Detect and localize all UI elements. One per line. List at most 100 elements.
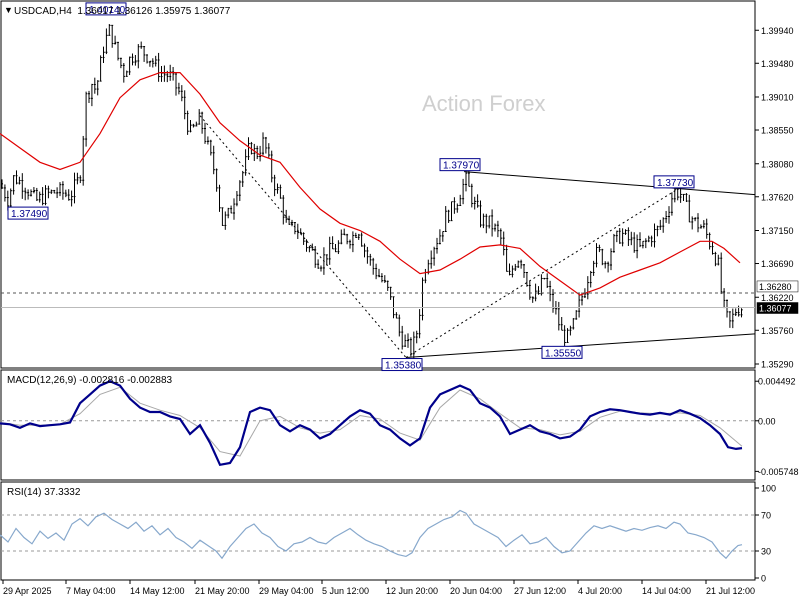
price-candle	[24, 187, 27, 201]
price-candle	[70, 190, 73, 207]
price-label-box	[439, 158, 481, 172]
price-candle	[41, 187, 44, 206]
price-candle	[699, 224, 703, 229]
price-candle	[12, 175, 15, 195]
macd-panel-title: MACD(12,26,9) -0.002816 -0.002883	[7, 375, 173, 386]
price-candle	[99, 55, 102, 82]
price-candle	[328, 236, 331, 265]
price-candle	[131, 53, 134, 66]
price-candle	[209, 139, 213, 156]
price-candle	[653, 223, 656, 248]
price-candle	[96, 80, 99, 96]
price-candle	[308, 245, 311, 253]
price-candle	[430, 250, 433, 269]
price-candle	[73, 172, 76, 204]
price-candle	[697, 213, 700, 233]
price-candle	[56, 187, 59, 199]
trendline	[405, 333, 756, 359]
time-tick-label: 14 May 12:00	[130, 586, 185, 596]
price-candle	[488, 215, 491, 229]
price-candle	[317, 259, 320, 269]
price-candle	[624, 229, 627, 235]
price-candle	[262, 132, 265, 156]
price-candle	[331, 236, 334, 250]
price-candle	[117, 41, 120, 61]
price-candle	[595, 243, 598, 268]
price-candle	[508, 263, 511, 276]
price-candle	[470, 183, 474, 208]
price-candle	[630, 231, 633, 246]
price-candle	[473, 196, 476, 210]
price-candle	[491, 209, 494, 237]
price-y-tick-label: 1.35290	[761, 360, 794, 370]
price-candle	[88, 90, 91, 103]
price-candle	[520, 259, 523, 269]
price-candle	[540, 274, 543, 296]
price-candle	[723, 288, 726, 309]
price-candle	[259, 145, 262, 162]
price-candle	[485, 213, 488, 234]
price-candle	[218, 184, 221, 212]
price-candle	[380, 273, 384, 283]
price-y-tick-label: 1.39010	[761, 93, 794, 103]
price-candle	[212, 145, 215, 175]
price-candle	[604, 261, 607, 269]
price-candle	[450, 201, 453, 222]
time-tick-label: 7 May 04:00	[66, 586, 116, 596]
price-candle	[476, 194, 479, 208]
price-candle	[293, 222, 297, 235]
price-candle	[389, 286, 392, 300]
price-candle	[221, 207, 224, 226]
price-candle	[325, 254, 329, 266]
price-candle	[148, 60, 152, 67]
time-tick-label: 21 Jul 12:00	[706, 586, 755, 596]
rsi-y-tick-label: 70	[761, 511, 771, 521]
price-candle	[143, 45, 146, 62]
price-label: 1.35380	[381, 358, 423, 372]
price-candle	[383, 275, 387, 283]
price-candle	[705, 218, 708, 239]
price-candle	[233, 198, 236, 220]
price-candle	[61, 181, 65, 200]
price-candle	[456, 203, 459, 213]
chart-frames	[0, 0, 756, 581]
price-candle	[572, 318, 575, 330]
price-candle	[479, 200, 482, 228]
price-candle	[401, 325, 404, 350]
price-candle	[740, 308, 743, 318]
rsi-line	[0, 509, 743, 560]
price-candle	[128, 56, 131, 76]
price-candle	[183, 90, 186, 120]
price-candle	[351, 231, 355, 253]
price-candle	[108, 24, 111, 36]
price-label: 1.35550	[541, 345, 583, 359]
price-label-text: 1.35380	[385, 361, 422, 372]
price-candle	[285, 209, 288, 223]
price-y-tick-label: 1.39940	[761, 26, 794, 36]
price-label-box	[541, 345, 583, 359]
price-candle	[586, 276, 590, 300]
price-y-tick-label: 1.35760	[761, 326, 794, 336]
price-candle	[531, 296, 534, 303]
price-candle	[32, 187, 36, 194]
time-tick-label: 14 Jul 04:00	[642, 586, 691, 596]
price-candle	[253, 143, 256, 162]
price-candle	[206, 136, 210, 145]
time-tick-label: 29 Apr 2025	[3, 586, 52, 596]
price-candle	[566, 328, 569, 344]
price-candle	[157, 52, 160, 82]
header-arrow-icon[interactable]: ▼	[4, 5, 13, 15]
price-y-tick-label: 1.38080	[761, 159, 794, 169]
price-candle	[47, 185, 50, 199]
price-candle	[198, 109, 201, 125]
price-candle	[679, 186, 682, 203]
price-candle	[662, 217, 665, 233]
moving-average-line	[0, 72, 741, 296]
price-candle	[82, 135, 85, 186]
price-candle	[647, 235, 650, 243]
price-candle	[227, 207, 230, 219]
trendline	[463, 171, 756, 196]
price-candle	[35, 187, 39, 202]
price-candle	[517, 260, 520, 268]
price-candle	[673, 187, 677, 203]
